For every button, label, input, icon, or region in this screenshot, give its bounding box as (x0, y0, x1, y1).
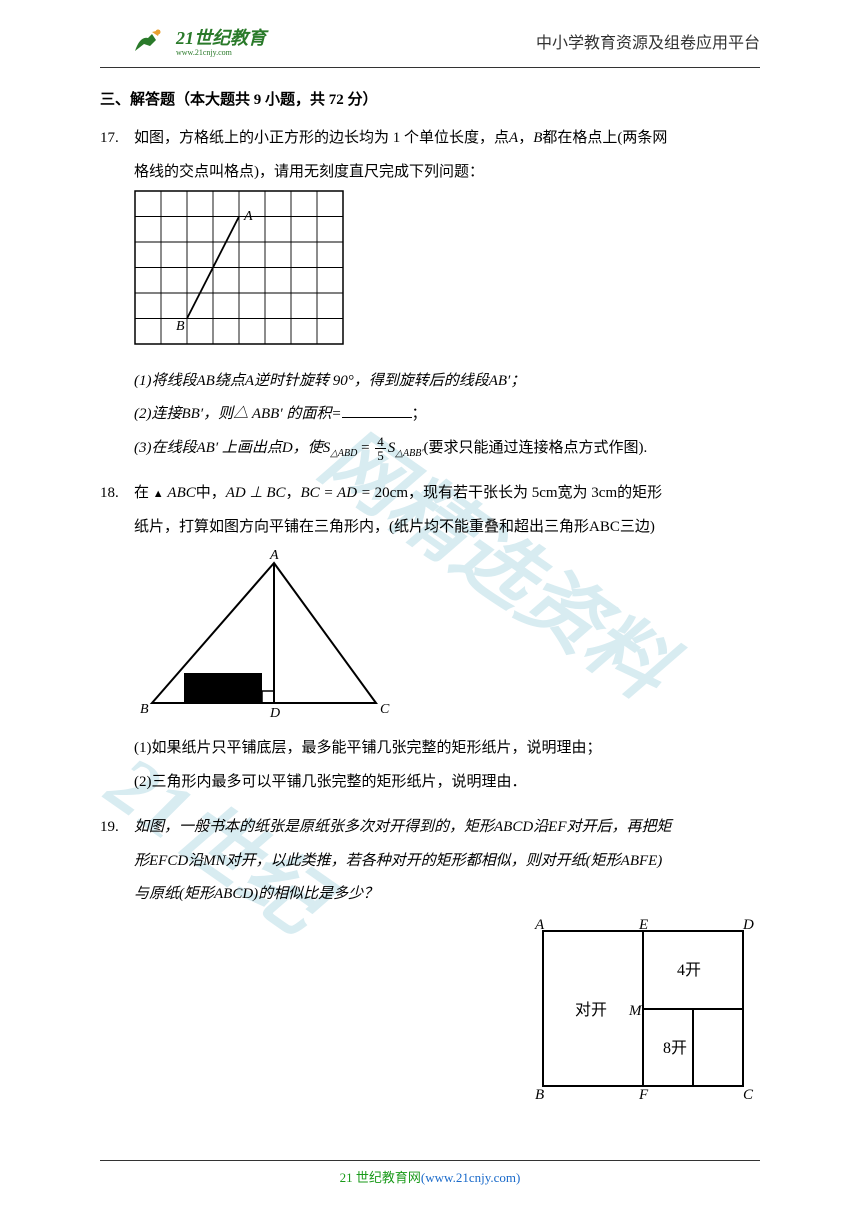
page-header: 21世纪教育 www.21cnjy.com 中小学教育资源及组卷应用平台 (0, 0, 860, 63)
q18-number: 18. (100, 478, 134, 800)
footer-url: (www.21cnjy.com) (421, 1170, 520, 1185)
q17-line1: 如图，方格纸上的小正方形的边长均为 1 个单位长度，点A，B都在格点上(两条网 (134, 123, 760, 155)
svg-text:C: C (743, 1087, 754, 1102)
svg-text:A: A (534, 917, 545, 933)
q18-sub2: (2)三角形内最多可以平铺几张完整的矩形纸片，说明理由． (134, 767, 760, 799)
svg-text:4开: 4开 (677, 962, 701, 979)
q19-line2: 形EFCD沿MN对开，以此类推，若各种对开的矩形都相似，则对开纸(矩形ABFE) (134, 846, 760, 878)
q18-figure: A B C D (134, 545, 760, 725)
svg-text:B: B (535, 1087, 544, 1102)
q19-line1: 如图，一般书本的纸张是原纸张多次对开得到的，矩形ABCD沿EF对开后，再把矩 (134, 812, 760, 844)
footer-brand: 21 世纪教育网 (340, 1170, 421, 1185)
question-17: 17. 如图，方格纸上的小正方形的边长均为 1 个单位长度，点A，B都在格点上(… (100, 123, 760, 466)
svg-text:B: B (140, 702, 149, 717)
svg-text:D: D (269, 706, 280, 721)
q17-sub3: (3)在线段AB′ 上画出点D，使S△ABD = 45S△ABB′(要求只能通过… (134, 433, 760, 465)
logo-text: 21世纪教育 (176, 28, 266, 48)
footer-rule (100, 1160, 760, 1161)
q18-line2: 纸片，打算如图方向平铺在三角形内，(纸片均不能重叠和超出三角形ABC三边) (134, 512, 760, 544)
logo-area: 21世纪教育 www.21cnjy.com (130, 24, 266, 57)
q19-figure: A E D B F C M 对开 4开 8开 (134, 917, 760, 1115)
footer-text: 21 世纪教育网(www.21cnjy.com) (0, 1167, 860, 1186)
svg-text:B: B (176, 319, 185, 334)
q18-sub1: (1)如果纸片只平铺底层，最多能平铺几张完整的矩形纸片，说明理由； (134, 733, 760, 765)
q19-number: 19. (100, 812, 134, 1114)
svg-text:C: C (380, 702, 390, 717)
q17-line2: 格线的交点叫格点)，请用无刻度直尺完成下列问题： (134, 157, 760, 189)
svg-text:A: A (269, 548, 279, 563)
svg-text:对开: 对开 (575, 1001, 607, 1019)
q19-body: 如图，一般书本的纸张是原纸张多次对开得到的，矩形ABCD沿EF对开后，再把矩 形… (134, 812, 760, 1114)
q19-line3: 与原纸(矩形ABCD)的相似比是多少？ (134, 879, 760, 911)
q17-figure: A B (134, 190, 760, 358)
section-title: 三、解答题（本大题共 9 小题，共 72 分） (100, 88, 760, 109)
q17-sub2: (2)连接BB′，则△ ABB′ 的面积=； (134, 399, 760, 431)
header-rule (100, 67, 760, 68)
svg-text:A: A (243, 209, 253, 224)
question-18: 18. 在 ▲ ABC中，AD ⊥ BC，BC = AD = 20cm，现有若干… (100, 478, 760, 800)
svg-text:F: F (638, 1087, 649, 1102)
q18-line1: 在 ▲ ABC中，AD ⊥ BC，BC = AD = 20cm，现有若干张长为 … (134, 478, 760, 510)
svg-text:8开: 8开 (663, 1040, 687, 1057)
runner-logo-icon (130, 26, 170, 56)
content-area: 三、解答题（本大题共 9 小题，共 72 分） 17. 如图，方格纸上的小正方形… (0, 88, 860, 1114)
svg-text:M: M (628, 1003, 643, 1019)
q17-body: 如图，方格纸上的小正方形的边长均为 1 个单位长度，点A，B都在格点上(两条网 … (134, 123, 760, 466)
svg-text:E: E (638, 917, 648, 933)
q17-number: 17. (100, 123, 134, 466)
logo-subtext: www.21cnjy.com (176, 48, 266, 57)
logo-text-block: 21世纪教育 www.21cnjy.com (176, 24, 266, 57)
svg-text:D: D (742, 917, 754, 933)
page-footer: 21 世纪教育网(www.21cnjy.com) (0, 1160, 860, 1186)
q17-sub1: (1)将线段AB绕点A逆时针旋转 90°，得到旋转后的线段AB′； (134, 366, 760, 398)
header-right-text: 中小学教育资源及组卷应用平台 (536, 29, 760, 53)
question-19: 19. 如图，一般书本的纸张是原纸张多次对开得到的，矩形ABCD沿EF对开后，再… (100, 812, 760, 1114)
q18-body: 在 ▲ ABC中，AD ⊥ BC，BC = AD = 20cm，现有若干张长为 … (134, 478, 760, 800)
